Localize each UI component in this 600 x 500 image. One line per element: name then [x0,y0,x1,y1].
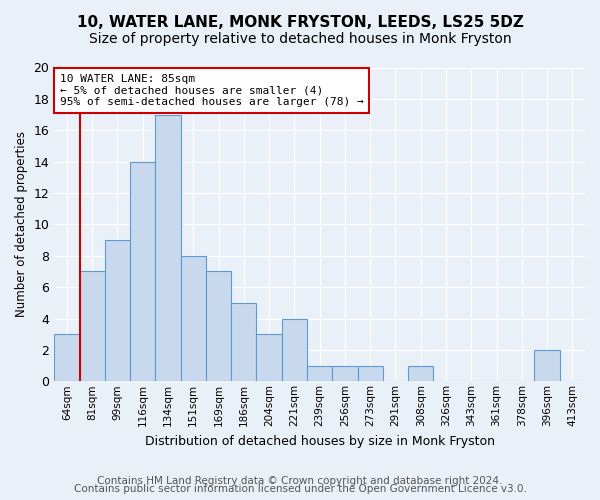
Text: Size of property relative to detached houses in Monk Fryston: Size of property relative to detached ho… [89,32,511,46]
Bar [332,366,358,382]
Bar [105,240,130,382]
Bar [256,334,282,382]
Bar [231,303,256,382]
Text: Contains public sector information licensed under the Open Government Licence v3: Contains public sector information licen… [74,484,526,494]
Bar [206,272,231,382]
Bar [535,350,560,382]
Y-axis label: Number of detached properties: Number of detached properties [15,132,28,318]
Bar [80,272,105,382]
Bar [358,366,383,382]
Text: 10 WATER LANE: 85sqm
← 5% of detached houses are smaller (4)
95% of semi-detache: 10 WATER LANE: 85sqm ← 5% of detached ho… [59,74,364,107]
Bar [181,256,206,382]
Bar [54,334,80,382]
X-axis label: Distribution of detached houses by size in Monk Fryston: Distribution of detached houses by size … [145,434,494,448]
Text: 10, WATER LANE, MONK FRYSTON, LEEDS, LS25 5DZ: 10, WATER LANE, MONK FRYSTON, LEEDS, LS2… [77,15,523,30]
Bar [282,318,307,382]
Text: Contains HM Land Registry data © Crown copyright and database right 2024.: Contains HM Land Registry data © Crown c… [97,476,503,486]
Bar [408,366,433,382]
Bar [307,366,332,382]
Bar [130,162,155,382]
Bar [155,114,181,382]
